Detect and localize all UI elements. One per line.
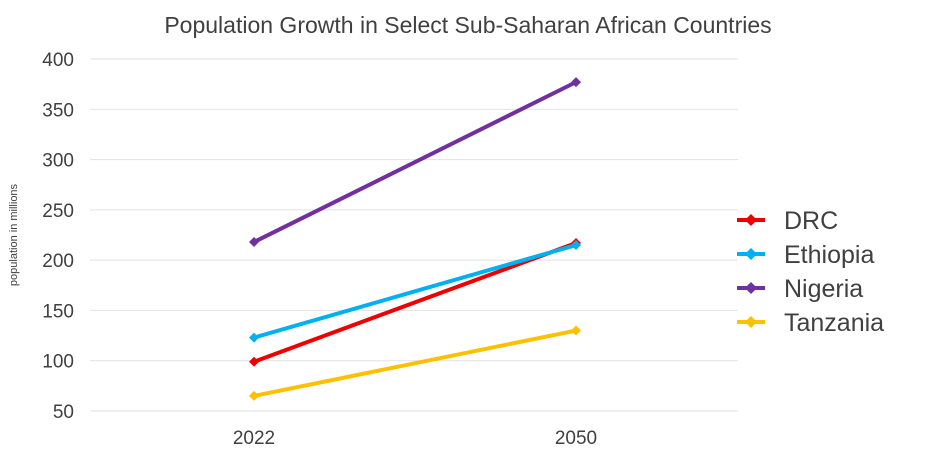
gridlines [90, 58, 738, 412]
data-point-marker [571, 77, 581, 88]
x-tick-label: 2022 [233, 428, 275, 449]
legend-item-nigeria: Nigeria [737, 275, 863, 303]
series-tanzania [249, 325, 581, 401]
y-axis-ticks: 50 100 150 200 250 300 350 400 [42, 50, 74, 423]
legend-swatch-marker [745, 282, 757, 294]
series-lines [249, 77, 581, 401]
legend: DRC Ethiopia Nigeria Tanzania [737, 207, 884, 337]
legend-swatch-marker [745, 248, 757, 260]
legend-label: Ethiopia [784, 241, 874, 269]
legend-label: DRC [784, 207, 838, 235]
y-tick-label: 50 [53, 402, 74, 423]
y-tick-label: 100 [42, 352, 74, 373]
y-axis-label: population in millions [8, 183, 20, 286]
y-tick-label: 250 [42, 201, 74, 222]
data-point-marker [249, 390, 259, 401]
series-line [253, 241, 577, 364]
legend-swatch-marker [745, 214, 757, 226]
y-tick-label: 400 [42, 50, 74, 71]
y-tick-label: 200 [42, 251, 74, 272]
legend-swatch-marker [745, 316, 757, 328]
data-point-marker [571, 240, 581, 251]
legend-item-tanzania: Tanzania [737, 309, 884, 337]
legend-label: Nigeria [784, 275, 863, 303]
y-tick-label: 350 [42, 100, 74, 121]
x-axis-ticks: 2022 2050 [233, 428, 597, 449]
x-tick-label: 2050 [555, 428, 597, 449]
data-point-marker [249, 237, 259, 248]
data-point-marker [249, 332, 259, 343]
series-line [253, 80, 577, 244]
chart-title: Population Growth in Select Sub-Saharan … [164, 12, 771, 38]
series-line [253, 328, 577, 398]
legend-item-ethiopia: Ethiopia [737, 241, 874, 269]
legend-item-drc: DRC [737, 207, 838, 235]
legend-label: Tanzania [784, 309, 884, 337]
data-point-marker [249, 356, 259, 367]
data-point-marker [571, 325, 581, 336]
series-line [253, 243, 577, 340]
y-tick-label: 150 [42, 301, 74, 322]
y-tick-label: 300 [42, 151, 74, 172]
series-nigeria [249, 77, 581, 248]
series-ethiopia [249, 240, 581, 343]
